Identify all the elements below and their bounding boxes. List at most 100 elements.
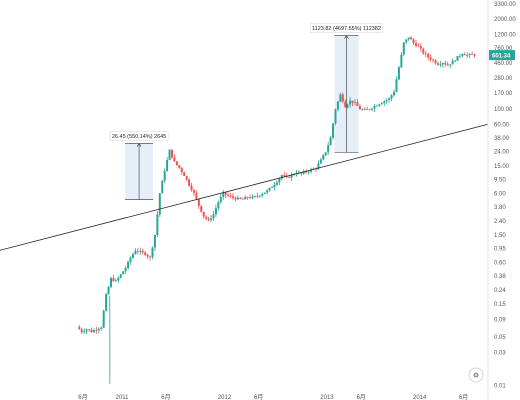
x-tick-label: 6月: [78, 394, 87, 400]
measure-label: 26.45 (550.14%) 2645: [112, 134, 166, 140]
candle-body: [85, 329, 88, 332]
candle-body: [224, 192, 227, 195]
candle: [241, 197, 244, 200]
candle: [471, 51, 474, 55]
y-tick-label: 3.80: [494, 205, 506, 211]
candle-body: [471, 54, 474, 55]
candle-body: [351, 100, 354, 104]
candle-body: [363, 109, 366, 111]
candle: [273, 182, 276, 191]
candle: [256, 192, 259, 199]
annotations: 26.45 (550.14%) 2645 1123.82 (4697.55%) 1…: [109, 23, 383, 201]
candle: [251, 194, 254, 200]
candle: [271, 185, 274, 189]
candle-body: [90, 329, 93, 333]
candle: [356, 98, 359, 107]
candle: [183, 171, 186, 177]
candle: [439, 60, 442, 68]
y-tick-label: 280.00: [494, 76, 513, 82]
candle-body: [436, 63, 439, 65]
measure-label: 1123.82 (4697.55%) 112382: [312, 26, 381, 32]
y-tick-label: 6.00: [494, 191, 506, 197]
candle-body: [131, 254, 134, 258]
candle-body: [217, 202, 220, 209]
candle-body: [332, 123, 335, 138]
candle: [185, 175, 188, 182]
candle-body: [268, 187, 271, 191]
y-tick-label: 170.00: [494, 91, 513, 97]
candle: [180, 166, 183, 176]
candle-body: [168, 149, 171, 160]
candle-body: [158, 193, 161, 215]
candle-body: [280, 175, 283, 179]
candle-body: [356, 102, 359, 107]
candle: [210, 215, 213, 223]
candle: [388, 97, 391, 103]
candle-body: [346, 104, 349, 108]
candle: [393, 89, 396, 97]
candle-body: [275, 182, 278, 185]
candle-body: [427, 54, 430, 58]
candle-body: [219, 196, 222, 203]
y-tick-label: 0.05: [494, 335, 506, 341]
candle: [310, 167, 313, 174]
candle: [246, 196, 249, 200]
candle-body: [171, 149, 173, 158]
candle-body: [202, 211, 205, 217]
candle: [95, 326, 98, 334]
measure-arrowhead: [136, 143, 142, 147]
candle: [397, 65, 400, 81]
candle: [380, 101, 383, 105]
candle: [449, 64, 452, 69]
candle: [332, 122, 335, 140]
candle: [110, 276, 112, 289]
candle-body: [192, 190, 195, 193]
candle: [80, 327, 83, 334]
candle: [83, 328, 86, 335]
candle: [383, 100, 386, 107]
candle-body: [461, 54, 464, 56]
y-tick-label: 100.00: [494, 107, 513, 113]
candle-body: [334, 109, 337, 124]
candle: [405, 39, 408, 44]
candle-body: [385, 100, 388, 102]
chart-settings-button[interactable]: ⚙: [468, 367, 484, 383]
candle-body: [288, 176, 291, 178]
y-tick-label: 0.60: [494, 260, 506, 266]
candle: [105, 292, 108, 312]
y-tick-label: 0.01: [494, 383, 506, 389]
candle-body: [368, 109, 371, 111]
candle: [112, 274, 115, 282]
candle-body: [358, 106, 361, 110]
candle: [124, 265, 127, 274]
candle-body: [412, 39, 415, 43]
candles: [78, 36, 476, 384]
candle: [227, 192, 230, 198]
last-price-badge: 601.34: [489, 50, 515, 61]
candle-body: [271, 187, 274, 189]
candle: [349, 97, 352, 108]
x-tick-label: 2014: [413, 395, 427, 400]
candle-body: [458, 55, 461, 57]
candle-body: [207, 218, 210, 220]
candle-body: [212, 214, 215, 219]
candle: [258, 195, 261, 198]
candle-body: [236, 197, 239, 200]
chart-controls[interactable]: ⚙: [468, 367, 484, 383]
y-tick-label: 0.15: [494, 302, 506, 308]
candle: [344, 99, 347, 108]
candle: [412, 37, 415, 45]
measure-label-bg: [310, 23, 383, 33]
price-badge-bg: [489, 50, 515, 61]
candle: [117, 276, 120, 284]
candle: [212, 210, 215, 221]
candle: [341, 92, 344, 104]
candle-body: [441, 63, 444, 65]
candle: [253, 195, 256, 198]
candle: [283, 171, 286, 178]
y-tick-label: 1200.00: [494, 32, 516, 38]
candle: [454, 60, 457, 63]
candle-body: [122, 271, 125, 275]
candle: [163, 168, 166, 184]
